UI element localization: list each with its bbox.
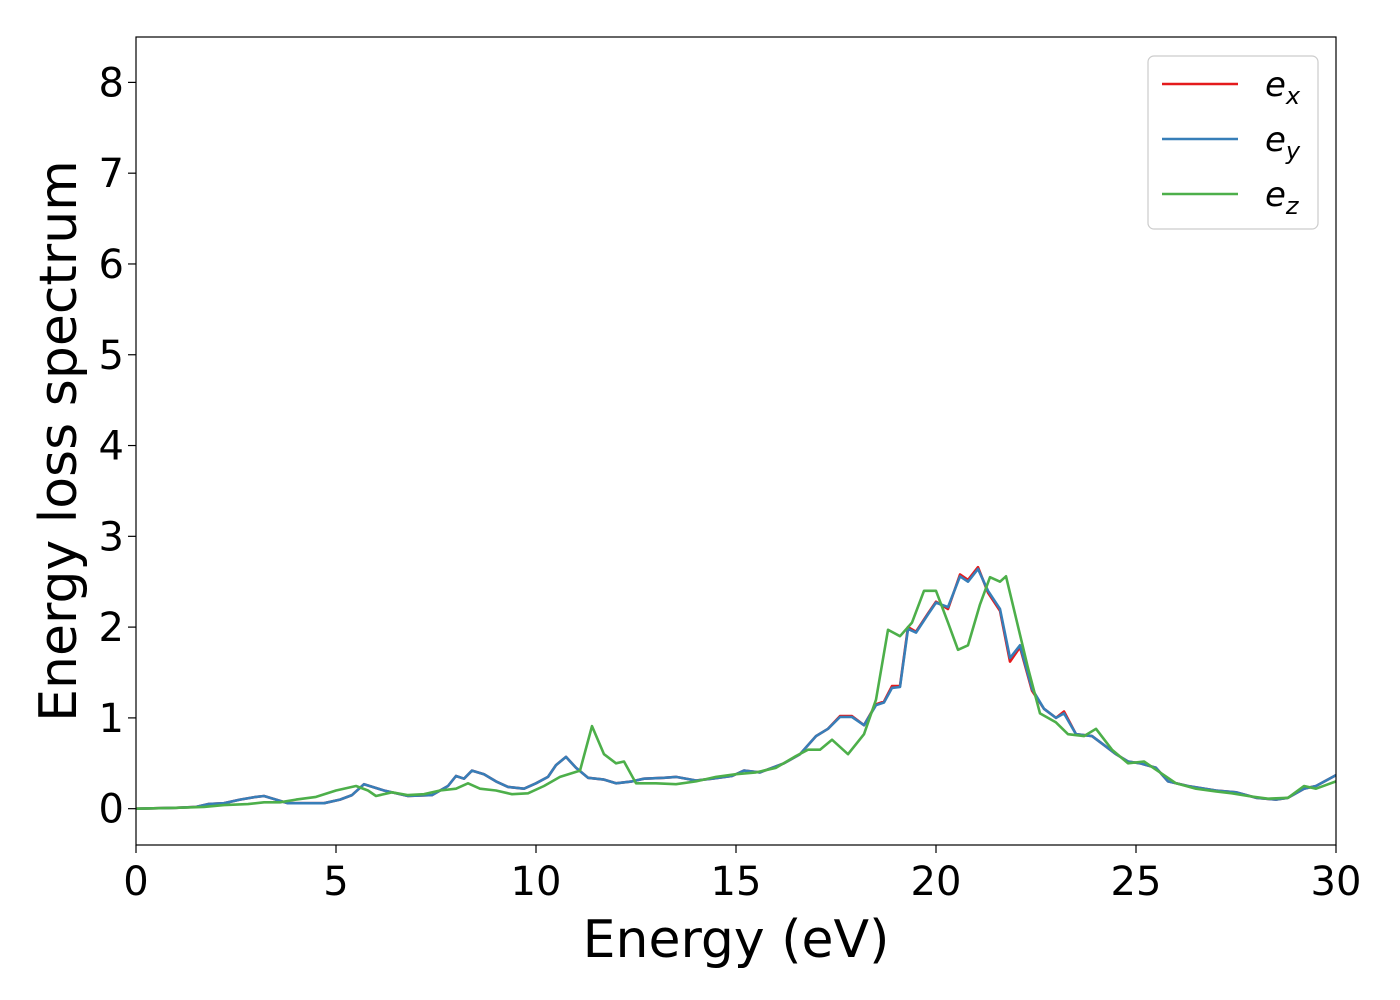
y-tick-label: 2 [99,605,124,651]
y-tick-label: 0 [99,787,124,833]
x-axis: 0 5 10 15 20 25 30 [123,845,1361,905]
series-line-ex [136,565,1336,810]
y-tick-label: 5 [99,333,124,379]
y-axis: 0 1 2 3 4 5 6 7 8 [99,60,136,833]
y-tick-label: 1 [99,696,124,742]
x-tick-label: 30 [1311,859,1362,905]
x-tick-label: 0 [123,859,148,905]
x-tick-label: 25 [1111,859,1162,905]
series-line-ez [136,575,1336,810]
y-tick-label: 3 [99,514,124,560]
x-tick-label: 15 [711,859,762,905]
legend-box [1147,55,1319,230]
y-tick-label: 7 [99,151,124,197]
y-tick-label: 8 [99,60,124,106]
x-tick-label: 10 [511,859,562,905]
x-axis-title: Energy (eV) [583,910,890,970]
series-layer [136,565,1336,810]
y-axis-title: Energy loss spectrum [29,160,89,722]
y-tick-label: 4 [99,424,124,470]
x-tick-label: 20 [911,859,962,905]
y-tick-label: 6 [99,242,124,288]
x-tick-label: 5 [323,859,348,905]
series-line-ey [136,567,1336,810]
